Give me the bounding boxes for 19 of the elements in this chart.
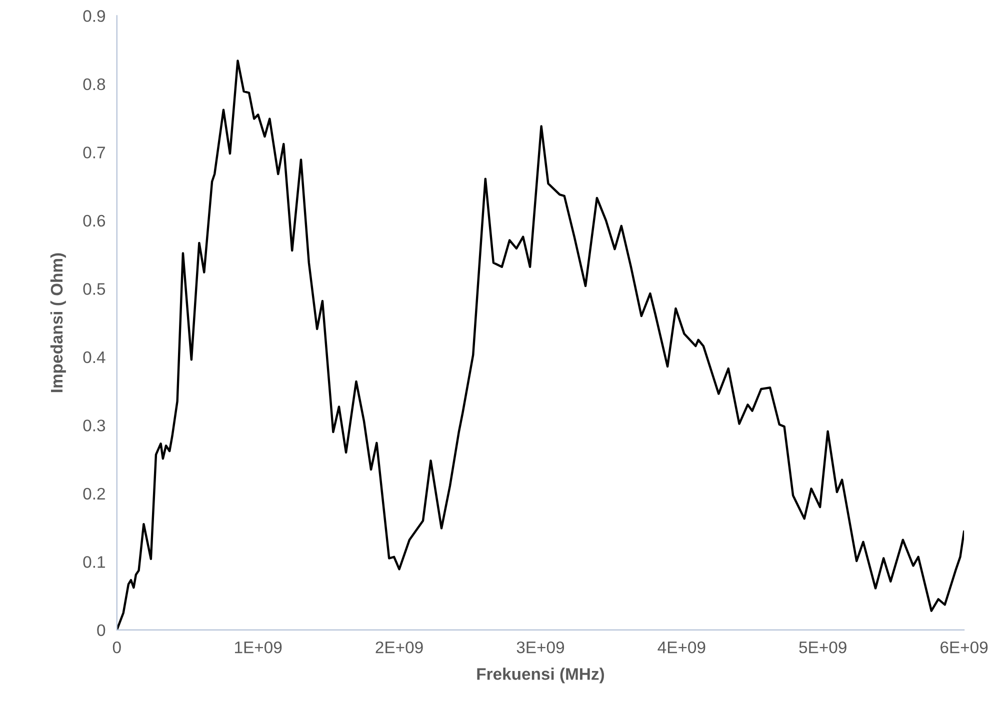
- y-tick-label: 0.3: [83, 420, 106, 432]
- y-tick-label: 0.8: [83, 78, 106, 90]
- x-axis-title: Frekuensi (MHz): [477, 668, 604, 684]
- y-tick-label: 0.5: [83, 283, 106, 295]
- y-axis-title: Impedansi ( Ohm): [50, 253, 66, 392]
- x-tick-label: 4E+09: [658, 641, 706, 654]
- x-tick-label: 6E+09: [940, 641, 988, 654]
- x-tick-label: 5E+09: [799, 641, 846, 654]
- x-tick-label: 2E+09: [376, 641, 423, 654]
- y-tick-label: 0.6: [83, 214, 106, 227]
- x-tick-label: 1E+09: [235, 641, 282, 654]
- y-tick-label: 0.7: [83, 146, 105, 158]
- x-tick-label: 3E+09: [516, 641, 564, 654]
- y-tick-label: 0: [97, 624, 106, 636]
- x-tick-label: 0: [112, 641, 121, 654]
- y-tick-label: 0.1: [83, 556, 105, 568]
- y-tick-label: 0.2: [83, 488, 105, 500]
- y-tick-label: 0.4: [83, 351, 106, 364]
- y-tick-label: 0.9: [83, 10, 105, 22]
